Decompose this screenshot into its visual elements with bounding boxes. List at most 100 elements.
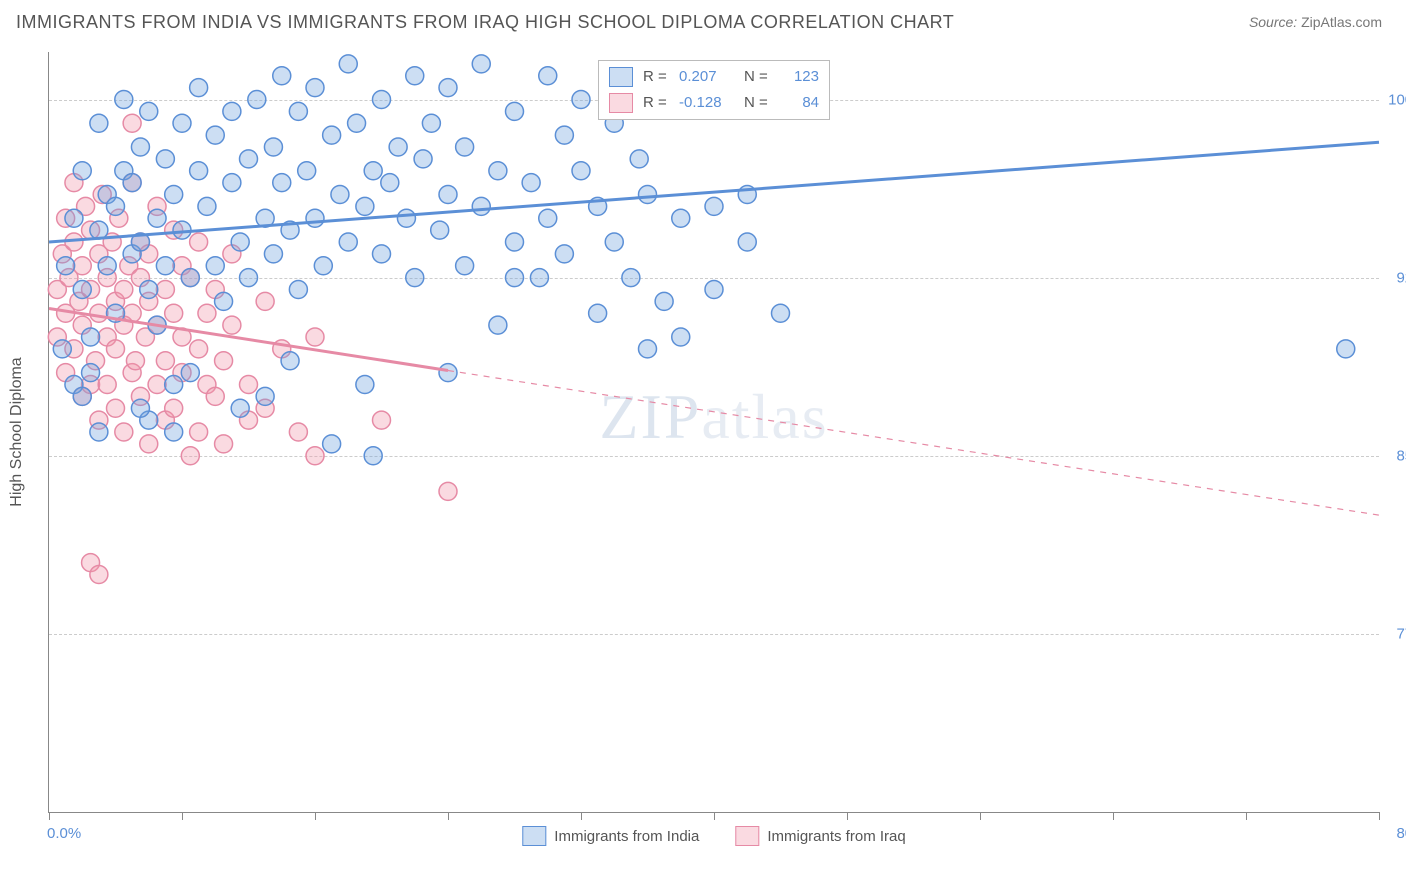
x-tick: [714, 812, 715, 820]
scatter-point: [389, 138, 407, 156]
legend-item-series-0: Immigrants from India: [522, 826, 699, 846]
legend-row-series-1: R = -0.128 N = 84: [609, 91, 819, 115]
scatter-point: [256, 292, 274, 310]
scatter-point: [306, 447, 324, 465]
scatter-point: [90, 423, 108, 441]
scatter-point: [738, 233, 756, 251]
scatter-point: [181, 447, 199, 465]
scatter-point: [115, 281, 133, 299]
scatter-point: [206, 387, 224, 405]
scatter-point: [364, 162, 382, 180]
scatter-point: [223, 102, 241, 120]
scatter-point: [381, 174, 399, 192]
scatter-point: [522, 174, 540, 192]
scatter-svg: [49, 52, 1379, 812]
scatter-point: [572, 91, 590, 109]
scatter-point: [156, 150, 174, 168]
scatter-point: [156, 281, 174, 299]
scatter-point: [57, 257, 75, 275]
n-label: N =: [744, 65, 774, 89]
scatter-point: [165, 376, 183, 394]
scatter-point: [456, 138, 474, 156]
scatter-point: [98, 257, 116, 275]
x-tick: [847, 812, 848, 820]
scatter-point: [348, 114, 366, 132]
scatter-point: [356, 197, 374, 215]
scatter-point: [439, 482, 457, 500]
x-tick: [182, 812, 183, 820]
scatter-point: [273, 174, 291, 192]
scatter-point: [165, 423, 183, 441]
scatter-point: [506, 233, 524, 251]
scatter-point: [489, 316, 507, 334]
scatter-point: [323, 126, 341, 144]
legend-swatch-series-0: [609, 67, 633, 87]
scatter-point: [90, 566, 108, 584]
scatter-point: [73, 281, 91, 299]
scatter-point: [73, 257, 91, 275]
source-value: ZipAtlas.com: [1301, 14, 1382, 30]
scatter-point: [140, 102, 158, 120]
scatter-point: [589, 304, 607, 322]
scatter-point: [672, 209, 690, 227]
scatter-point: [439, 186, 457, 204]
series-legend: Immigrants from India Immigrants from Ir…: [522, 826, 905, 846]
scatter-point: [273, 67, 291, 85]
scatter-point: [131, 399, 149, 417]
scatter-point: [240, 376, 258, 394]
scatter-point: [306, 328, 324, 346]
scatter-point: [115, 91, 133, 109]
scatter-point: [248, 91, 266, 109]
scatter-point: [373, 91, 391, 109]
scatter-point: [190, 233, 208, 251]
r-value-series-0: 0.207: [679, 65, 734, 89]
legend-swatch-series-1: [609, 93, 633, 113]
scatter-point: [223, 174, 241, 192]
scatter-point: [256, 387, 274, 405]
scatter-point: [314, 257, 332, 275]
legend-row-series-0: R = 0.207 N = 123: [609, 65, 819, 89]
scatter-point: [489, 162, 507, 180]
scatter-point: [53, 340, 71, 358]
x-tick: [1379, 812, 1380, 820]
scatter-point: [414, 150, 432, 168]
scatter-point: [373, 245, 391, 263]
scatter-point: [240, 150, 258, 168]
scatter-point: [131, 138, 149, 156]
page-root: IMMIGRANTS FROM INDIA VS IMMIGRANTS FROM…: [0, 0, 1406, 892]
scatter-point: [530, 269, 548, 287]
scatter-point: [289, 423, 307, 441]
scatter-point: [439, 364, 457, 382]
legend-item-series-1: Immigrants from Iraq: [735, 826, 905, 846]
scatter-point: [323, 435, 341, 453]
scatter-point: [240, 269, 258, 287]
scatter-point: [231, 399, 249, 417]
trend-line-extrapolated: [448, 370, 1379, 515]
x-tick: [49, 812, 50, 820]
x-tick: [980, 812, 981, 820]
scatter-point: [73, 162, 91, 180]
n-value-series-1: 84: [784, 91, 819, 115]
y-tick-label: 77.5%: [1384, 625, 1406, 642]
scatter-point: [306, 79, 324, 97]
scatter-point: [281, 352, 299, 370]
scatter-point: [90, 304, 108, 322]
scatter-point: [190, 340, 208, 358]
scatter-point: [90, 114, 108, 132]
scatter-point: [289, 102, 307, 120]
scatter-point: [472, 197, 490, 215]
x-tick: [315, 812, 316, 820]
scatter-point: [630, 150, 648, 168]
x-tick: [1246, 812, 1247, 820]
scatter-point: [1337, 340, 1355, 358]
scatter-point: [198, 304, 216, 322]
scatter-point: [264, 138, 282, 156]
scatter-point: [306, 209, 324, 227]
scatter-point: [622, 269, 640, 287]
scatter-point: [98, 376, 116, 394]
scatter-point: [165, 399, 183, 417]
scatter-point: [406, 269, 424, 287]
scatter-point: [539, 209, 557, 227]
scatter-point: [364, 447, 382, 465]
y-tick-label: 100.0%: [1384, 91, 1406, 108]
